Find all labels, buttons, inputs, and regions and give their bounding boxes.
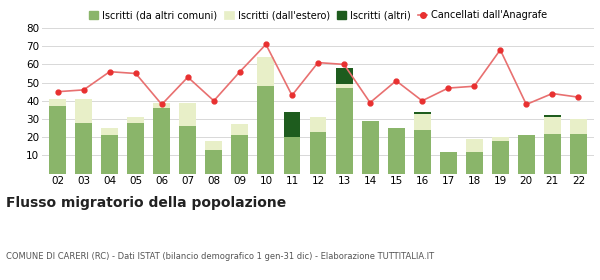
Bar bbox=[335, 68, 353, 85]
Bar bbox=[232, 124, 248, 136]
Text: COMUNE DI CARERI (RC) - Dati ISTAT (bilancio demografico 1 gen-31 dic) - Elabora: COMUNE DI CARERI (RC) - Dati ISTAT (bila… bbox=[6, 252, 434, 261]
Bar bbox=[205, 150, 223, 174]
Bar bbox=[179, 126, 196, 174]
Bar bbox=[257, 57, 274, 86]
Bar bbox=[544, 115, 561, 117]
Legend: Iscritti (da altri comuni), Iscritti (dall'estero), Iscritti (altri), Cancellati: Iscritti (da altri comuni), Iscritti (da… bbox=[89, 10, 547, 20]
Bar bbox=[179, 103, 196, 126]
Bar bbox=[544, 134, 561, 174]
Bar bbox=[154, 102, 170, 108]
Bar bbox=[518, 136, 535, 174]
Bar bbox=[284, 112, 301, 137]
Bar bbox=[466, 139, 482, 152]
Bar bbox=[49, 106, 66, 174]
Bar bbox=[284, 137, 301, 174]
Bar bbox=[75, 99, 92, 123]
Bar bbox=[335, 85, 353, 88]
Bar bbox=[101, 136, 118, 174]
Bar bbox=[101, 128, 118, 136]
Bar bbox=[413, 112, 431, 114]
Bar bbox=[570, 134, 587, 174]
Bar bbox=[413, 130, 431, 174]
Bar bbox=[257, 86, 274, 174]
Bar bbox=[413, 114, 431, 130]
Bar bbox=[362, 121, 379, 174]
Bar bbox=[466, 152, 482, 174]
Bar bbox=[49, 99, 66, 106]
Bar bbox=[335, 88, 353, 174]
Bar bbox=[492, 141, 509, 174]
Bar bbox=[492, 137, 509, 141]
Bar bbox=[570, 119, 587, 134]
Bar bbox=[127, 123, 144, 174]
Bar bbox=[127, 117, 144, 123]
Bar bbox=[310, 117, 326, 132]
Bar bbox=[544, 117, 561, 134]
Bar bbox=[154, 108, 170, 174]
Bar bbox=[388, 128, 404, 174]
Bar bbox=[75, 123, 92, 174]
Bar bbox=[310, 132, 326, 174]
Bar bbox=[205, 141, 223, 150]
Bar bbox=[440, 152, 457, 174]
Text: Flusso migratorio della popolazione: Flusso migratorio della popolazione bbox=[6, 196, 286, 210]
Bar bbox=[232, 136, 248, 174]
